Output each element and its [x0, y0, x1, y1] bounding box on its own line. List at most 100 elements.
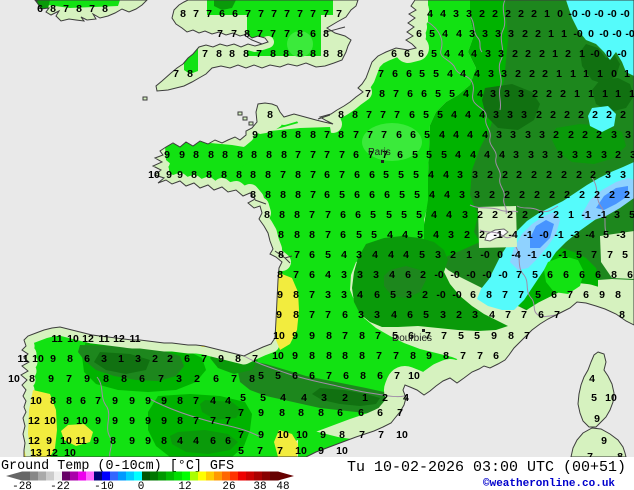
svg-text:4: 4 — [193, 435, 199, 447]
svg-text:2: 2 — [546, 169, 552, 181]
svg-text:2: 2 — [450, 249, 456, 261]
svg-text:4: 4 — [444, 48, 450, 60]
svg-text:8: 8 — [293, 309, 299, 321]
svg-text:6: 6 — [37, 3, 43, 15]
svg-text:-1: -1 — [558, 249, 567, 261]
svg-text:2: 2 — [576, 169, 582, 181]
svg-text:4: 4 — [479, 109, 485, 121]
svg-text:-3: -3 — [616, 229, 625, 241]
svg-text:9: 9 — [145, 395, 151, 407]
svg-text:-4: -4 — [508, 229, 517, 241]
svg-text:2: 2 — [422, 289, 428, 301]
svg-text:4: 4 — [447, 68, 453, 80]
svg-text:7: 7 — [257, 28, 263, 40]
svg-text:4: 4 — [455, 149, 461, 161]
svg-text:7: 7 — [366, 109, 372, 121]
svg-text:2: 2 — [479, 229, 485, 241]
svg-text:2: 2 — [342, 392, 348, 404]
svg-text:-10: -10 — [94, 481, 114, 490]
svg-text:4: 4 — [471, 48, 477, 60]
svg-text:-1: -1 — [493, 229, 502, 241]
svg-text:4: 4 — [442, 28, 448, 40]
svg-text:6: 6 — [391, 48, 397, 60]
svg-text:12: 12 — [28, 415, 40, 427]
svg-text:7: 7 — [217, 28, 223, 40]
svg-text:7: 7 — [309, 309, 315, 321]
svg-text:7: 7 — [256, 48, 262, 60]
svg-text:4: 4 — [301, 392, 307, 404]
svg-text:8: 8 — [191, 169, 197, 181]
svg-text:2: 2 — [553, 129, 559, 141]
svg-text:5: 5 — [419, 68, 425, 80]
svg-text:1: 1 — [624, 68, 630, 80]
svg-text:4: 4 — [225, 395, 231, 407]
svg-text:7: 7 — [477, 350, 483, 362]
svg-text:8: 8 — [180, 8, 186, 20]
svg-text:4: 4 — [489, 309, 495, 321]
svg-text:8: 8 — [267, 109, 273, 121]
svg-text:2: 2 — [568, 129, 574, 141]
svg-text:4: 4 — [388, 249, 394, 261]
svg-text:6: 6 — [406, 68, 412, 80]
svg-text:7: 7 — [325, 209, 331, 221]
svg-text:4: 4 — [429, 189, 435, 201]
svg-text:9: 9 — [145, 435, 151, 447]
svg-text:4: 4 — [484, 149, 490, 161]
svg-text:5: 5 — [260, 392, 266, 404]
svg-text:-0: -0 — [594, 8, 603, 20]
svg-text:6: 6 — [340, 209, 346, 221]
svg-text:2: 2 — [456, 309, 462, 321]
svg-text:6: 6 — [309, 269, 315, 281]
svg-text:2: 2 — [553, 209, 559, 221]
svg-text:8: 8 — [297, 48, 303, 60]
svg-text:8: 8 — [250, 189, 256, 201]
svg-text:6: 6 — [354, 189, 360, 201]
svg-text:6: 6 — [547, 269, 553, 281]
svg-text:6: 6 — [405, 269, 411, 281]
svg-text:6: 6 — [225, 435, 231, 447]
svg-text:0: 0 — [138, 481, 145, 490]
svg-text:4: 4 — [470, 149, 476, 161]
svg-text:8: 8 — [110, 435, 116, 447]
svg-text:3: 3 — [614, 209, 620, 221]
svg-text:2: 2 — [420, 269, 426, 281]
svg-text:4: 4 — [341, 249, 347, 261]
svg-text:8: 8 — [309, 229, 315, 241]
svg-text:5: 5 — [275, 370, 281, 382]
svg-text:7: 7 — [293, 269, 299, 281]
svg-text:6: 6 — [538, 309, 544, 321]
svg-text:4: 4 — [456, 28, 462, 40]
svg-text:7: 7 — [567, 289, 573, 301]
svg-text:6: 6 — [84, 353, 90, 365]
svg-text:3: 3 — [459, 189, 465, 201]
svg-text:7: 7 — [325, 229, 331, 241]
svg-text:8: 8 — [161, 435, 167, 447]
svg-text:3: 3 — [493, 109, 499, 121]
svg-text:5: 5 — [437, 109, 443, 121]
svg-text:Dourbies: Dourbies — [392, 333, 432, 344]
svg-text:8: 8 — [229, 48, 235, 60]
svg-text:8: 8 — [270, 48, 276, 60]
svg-text:4: 4 — [460, 68, 466, 80]
svg-text:9: 9 — [63, 415, 69, 427]
svg-text:8: 8 — [235, 353, 241, 365]
svg-text:12: 12 — [113, 333, 125, 345]
svg-text:6: 6 — [213, 373, 219, 385]
svg-text:Ground Temp (0-10cm) [°C] GFS: Ground Temp (0-10cm) [°C] GFS — [1, 459, 234, 474]
svg-text:7: 7 — [284, 8, 290, 20]
svg-text:7: 7 — [339, 169, 345, 181]
svg-text:7: 7 — [326, 370, 332, 382]
svg-text:7: 7 — [359, 429, 365, 441]
svg-text:7: 7 — [284, 28, 290, 40]
svg-text:10: 10 — [67, 333, 79, 345]
svg-text:8: 8 — [222, 149, 228, 161]
svg-text:3: 3 — [601, 149, 607, 161]
svg-text:8: 8 — [338, 109, 344, 121]
svg-text:48: 48 — [276, 481, 289, 490]
svg-text:6: 6 — [374, 289, 380, 301]
svg-text:10: 10 — [8, 373, 20, 385]
svg-text:7: 7 — [231, 373, 237, 385]
svg-text:8: 8 — [342, 350, 348, 362]
svg-text:7: 7 — [365, 88, 371, 100]
svg-text:2: 2 — [561, 169, 567, 181]
